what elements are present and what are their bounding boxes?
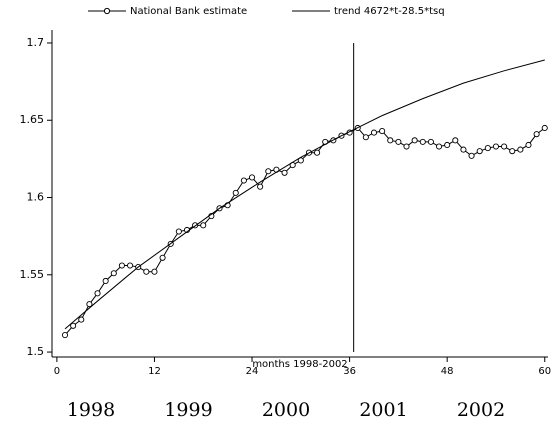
series-line: [64, 127, 546, 336]
data-point: [232, 189, 239, 196]
data-point: [70, 322, 77, 329]
data-point: [86, 301, 93, 308]
data-point: [403, 143, 410, 150]
data-point: [460, 146, 467, 153]
y-tick-label: 1.55: [20, 268, 45, 281]
data-point: [127, 262, 134, 269]
data-point: [509, 148, 516, 155]
x-tick-label: 48: [441, 366, 454, 377]
y-tick-label: 1.7: [27, 36, 45, 49]
data-point: [444, 141, 451, 149]
data-point: [265, 168, 272, 175]
x-tick-label: 36: [343, 366, 356, 377]
y-tick-label: 1.5: [27, 345, 45, 358]
x-tick-label: 60: [538, 366, 551, 377]
data-point: [501, 143, 508, 150]
data-point: [492, 143, 500, 150]
legend-label: National Bank estimate: [130, 6, 247, 17]
year-label: 2000: [262, 399, 310, 421]
data-point: [370, 129, 378, 136]
data-point: [395, 138, 402, 145]
data-point: [143, 268, 150, 275]
data-point: [78, 316, 85, 323]
data-point: [362, 134, 369, 141]
data-point: [427, 138, 434, 145]
data-point: [257, 183, 264, 190]
data-point: [379, 128, 386, 135]
data-point: [159, 254, 166, 261]
data-point: [200, 222, 207, 229]
data-point: [541, 124, 548, 132]
year-label: 1999: [164, 399, 212, 421]
data-point: [94, 290, 101, 297]
data-point: [525, 141, 532, 149]
x-tick-label: 24: [246, 366, 259, 377]
data-point: [240, 177, 247, 184]
legend-label: trend 4672*t-28.5*tsq: [334, 6, 445, 17]
data-point: [452, 137, 459, 144]
x-tick-label: 0: [54, 366, 60, 377]
data-point: [517, 146, 524, 153]
data-point: [419, 138, 426, 145]
year-label: 2001: [359, 399, 407, 421]
data-point: [387, 137, 394, 144]
data-point: [476, 148, 483, 155]
data-point: [484, 145, 491, 152]
data-point: [411, 137, 418, 144]
series-line: [64, 59, 545, 330]
x-axis-label: months 1998-2002: [252, 359, 347, 370]
x-tick-label: 12: [148, 366, 161, 377]
data-point: [151, 268, 158, 275]
data-point: [281, 169, 288, 176]
data-point: [175, 228, 182, 235]
data-point: [110, 270, 117, 277]
data-point: [468, 152, 475, 159]
legend-marker: [103, 7, 111, 15]
data-point: [314, 149, 321, 156]
data-point: [118, 262, 125, 269]
data-point: [533, 131, 540, 138]
data-point: [61, 332, 69, 339]
year-label: 2002: [457, 399, 505, 421]
data-point: [248, 174, 256, 181]
y-tick-label: 1.6: [27, 191, 45, 204]
y-tick-label: 1.65: [20, 113, 45, 126]
data-point: [435, 143, 443, 150]
year-label: 1998: [67, 399, 115, 421]
data-point: [102, 277, 109, 285]
